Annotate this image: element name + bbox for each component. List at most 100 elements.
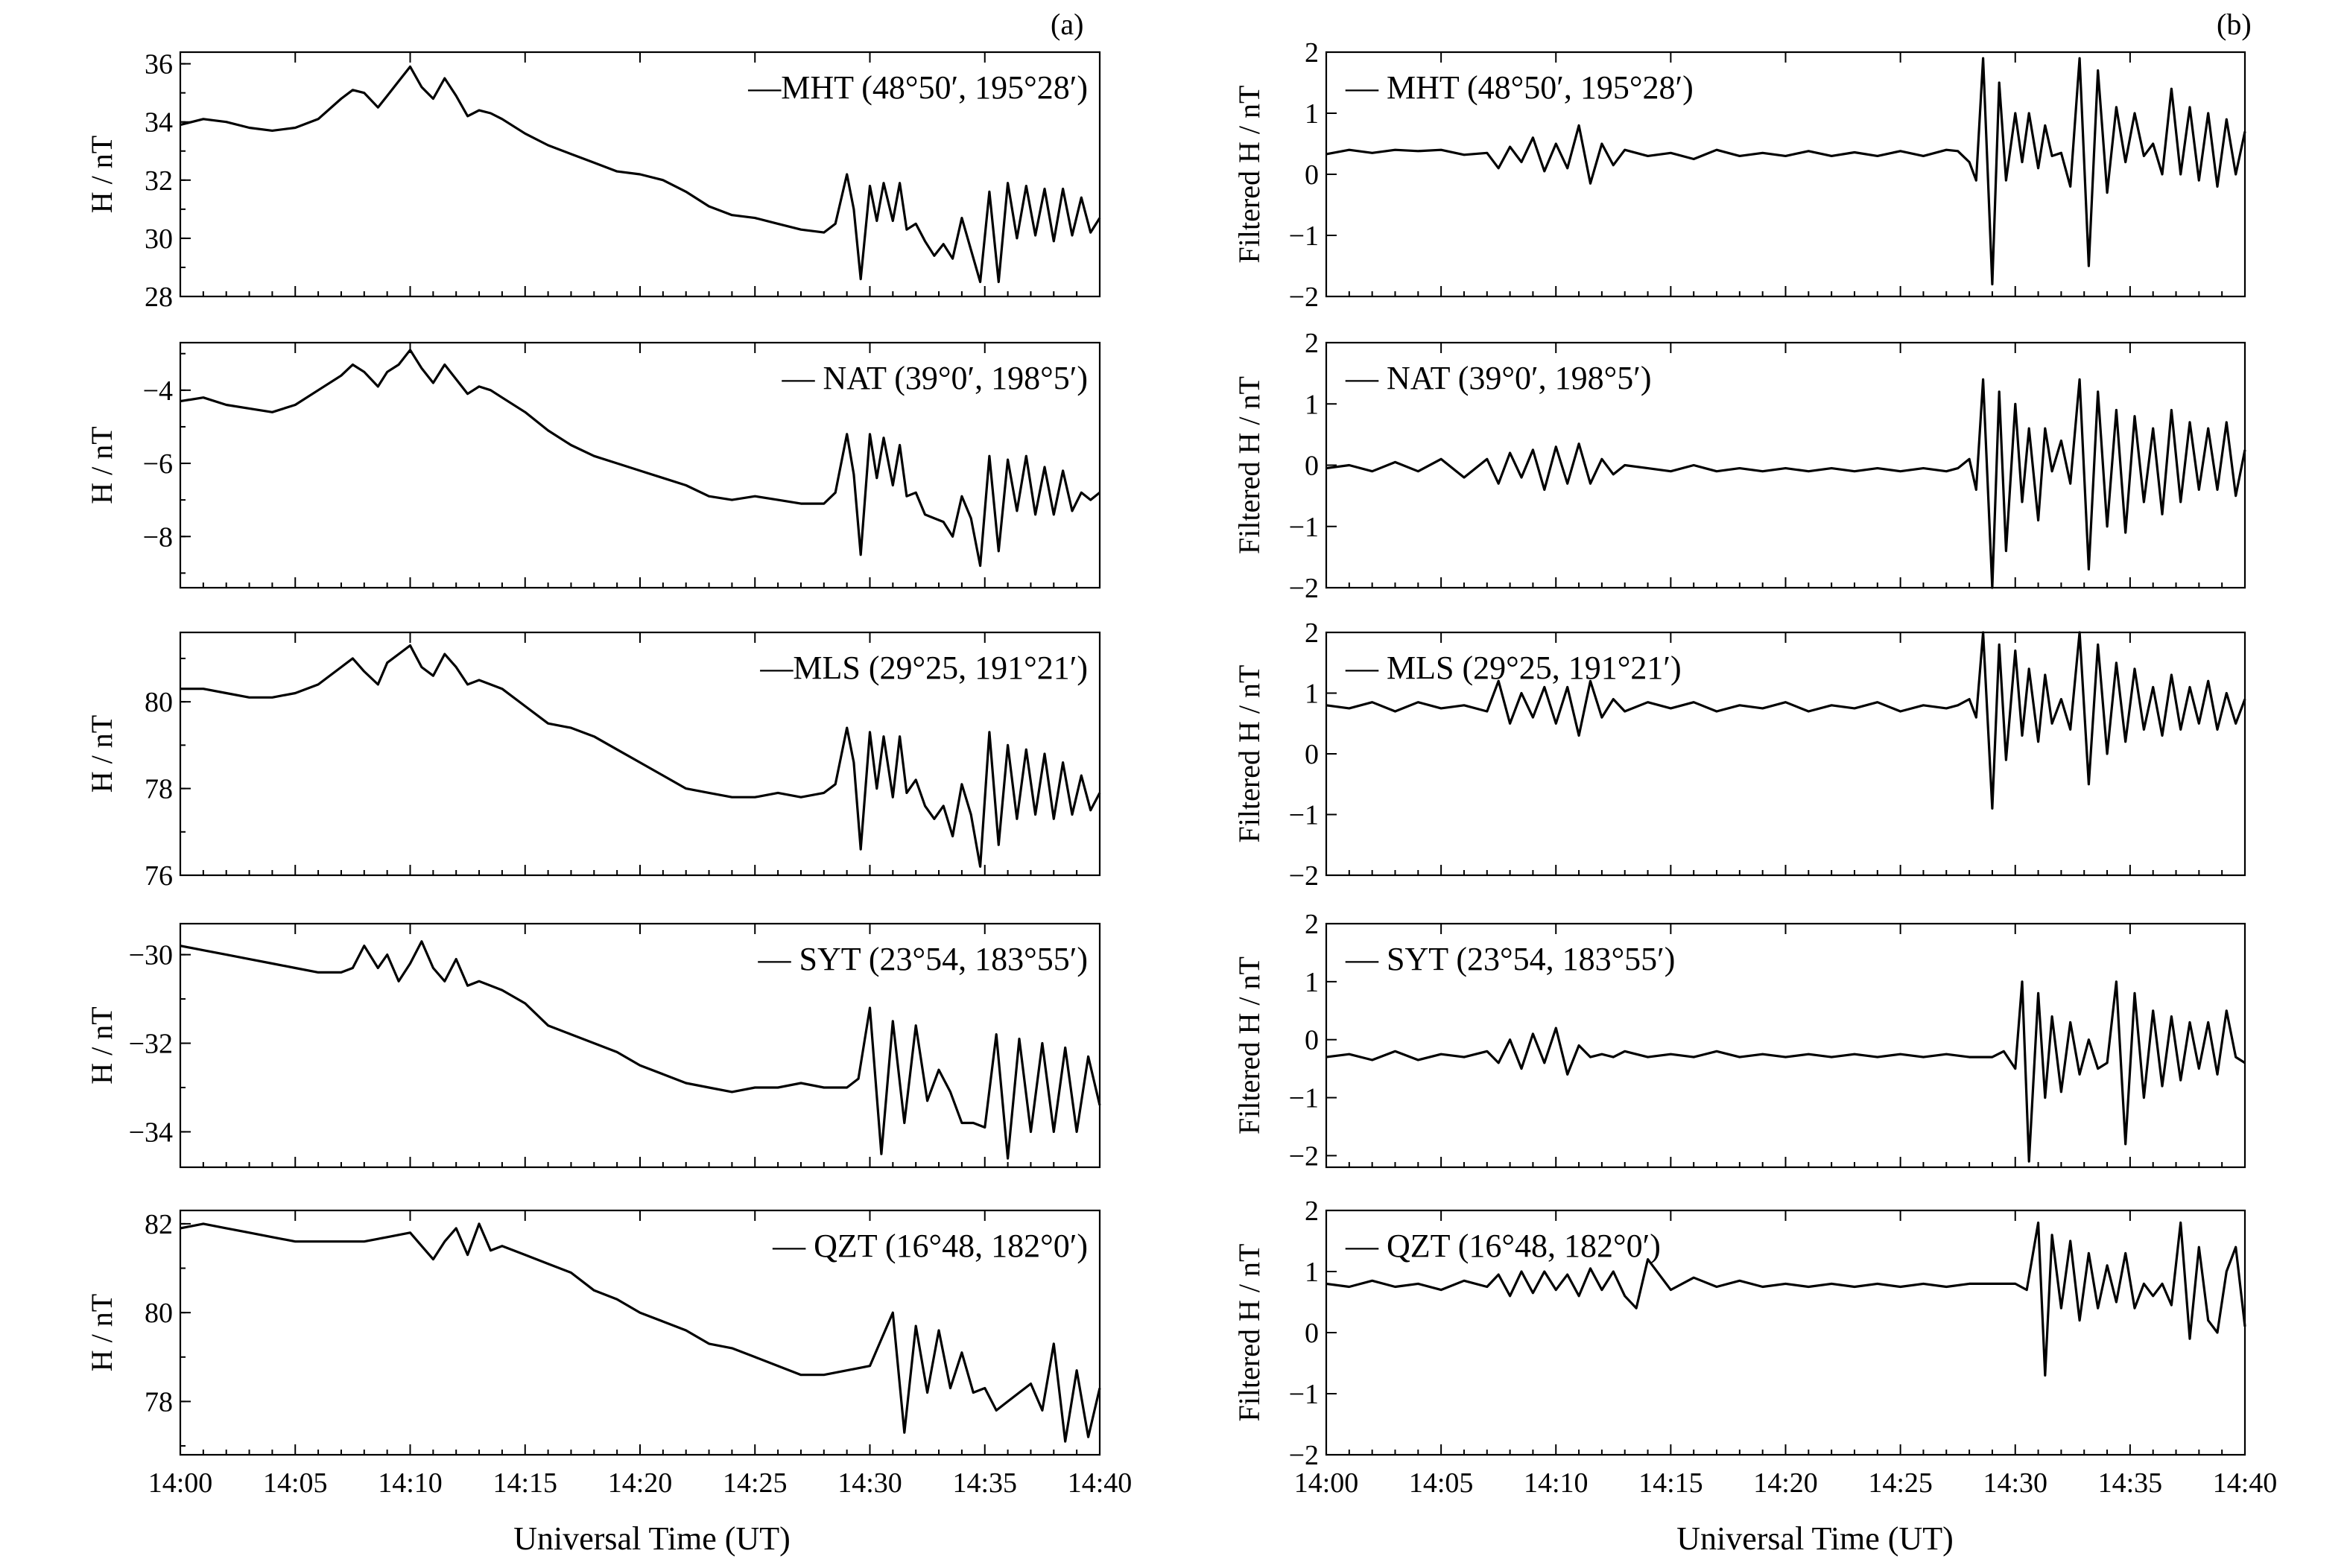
y-tick-label: 80: [145, 1298, 173, 1329]
y-tick-label: −8: [143, 521, 173, 553]
y-tick-label: 32: [145, 165, 173, 197]
series-line: [180, 65, 1101, 284]
y-tick-label: 0: [1305, 739, 1319, 770]
chart-panel-left-3: −34 −32 −30 H / nT — SYT (23°54, 183°55′): [85, 922, 1101, 1169]
y-tick-label: 1: [1305, 389, 1319, 420]
y-axis-label: Filtered H / nT: [1232, 86, 1266, 264]
y-tick-label: 2: [1305, 618, 1319, 649]
y-tick-label: 36: [145, 49, 173, 80]
y-tick-label: −2: [1289, 860, 1319, 892]
y-tick-label: −2: [1289, 573, 1319, 604]
y-tick-label: −2: [1289, 282, 1319, 313]
y-tick-label: 1: [1305, 967, 1319, 998]
chart-panel-right-1: −2 −1 0 1 2 Filtered H / nT — NAT (39°0′, 198°…: [1232, 328, 2246, 604]
y-axis-label: Filtered H / nT: [1232, 376, 1266, 554]
x-tick-label: 14:00: [1294, 1467, 1359, 1499]
y-tick-label: −1: [1289, 1379, 1319, 1410]
y-tick-label: 28: [145, 282, 173, 313]
legend-entry: — MLS (29°25, 191°21′): [1345, 650, 1682, 686]
series-line: [1325, 57, 2246, 286]
y-tick-label: −1: [1289, 800, 1319, 831]
legend-entry: — NAT (39°0′, 198°5′): [781, 360, 1088, 396]
y-tick-label: 34: [145, 107, 173, 139]
y-tick-label: −1: [1289, 512, 1319, 543]
y-tick-label: 78: [145, 774, 173, 805]
legend-entry: — MHT (48°50′, 195°28′): [1345, 69, 1694, 106]
y-axis-label: H / nT: [85, 1006, 118, 1084]
series-line: [1325, 980, 2246, 1163]
y-tick-label: 78: [145, 1386, 173, 1418]
series-line: [180, 940, 1101, 1160]
chart-panel-left-0: 28 30 32 34 36 H / nT —MHT (48°50′, 195°28′): [85, 49, 1101, 313]
y-tick-label: −4: [143, 375, 173, 407]
y-tick-label: 0: [1305, 451, 1319, 482]
y-tick-label: 0: [1305, 1025, 1319, 1056]
y-tick-label: 1: [1305, 98, 1319, 130]
legend-entry: — SYT (23°54, 183°55′): [758, 941, 1088, 977]
y-tick-label: 1: [1305, 679, 1319, 710]
chart-panel-left-4: 14:00 14:05 14:10 14:15 14:20 14:25 14:30 14:35…: [85, 1209, 1132, 1499]
y-tick-label: 80: [145, 687, 173, 718]
y-tick-label: 82: [145, 1209, 173, 1240]
x-tick-label: 14:20: [1753, 1467, 1818, 1499]
y-axis-label: H / nT: [85, 426, 118, 504]
y-axis-label: Filtered H / nT: [1232, 956, 1266, 1134]
y-tick-label: −6: [143, 448, 173, 480]
x-tick-label: 14:15: [1638, 1467, 1703, 1499]
y-tick-label: −34: [129, 1117, 173, 1148]
panel-tag-a: (a): [1051, 7, 1083, 41]
y-axis-label: Filtered H / nT: [1232, 1244, 1266, 1422]
y-tick-label: −2: [1289, 1140, 1319, 1172]
x-tick-label: 14:25: [1868, 1467, 1933, 1499]
legend-entry: — NAT (39°0′, 198°5′): [1345, 360, 1652, 396]
x-tick-label: 14:05: [263, 1467, 328, 1499]
legend-entry: — QZT (16°48, 182°0′): [1345, 1228, 1661, 1264]
series-line: [1325, 1221, 2246, 1377]
y-tick-label: −32: [129, 1029, 173, 1060]
x-tick-label: 14:30: [837, 1467, 902, 1499]
series-line: [1325, 631, 2246, 810]
series-line: [1325, 378, 2246, 589]
y-tick-label: 1: [1305, 1257, 1319, 1288]
x-tick-label: 14:20: [608, 1467, 673, 1499]
y-axis-label: H / nT: [85, 715, 118, 793]
y-tick-label: −1: [1289, 1083, 1319, 1114]
series-line: [180, 1222, 1101, 1443]
y-tick-label: 0: [1305, 159, 1319, 191]
chart-panel-left-2: 76 78 80 H / nT —MLS (29°25, 191°21′): [85, 631, 1101, 892]
chart-panel-right-0: −2 −1 0 1 2 Filtered H / nT — MHT (48°50′, 195…: [1232, 37, 2246, 313]
x-tick-label: 14:05: [1409, 1467, 1474, 1499]
legend-entry: — QZT (16°48, 182°0′): [772, 1228, 1088, 1264]
y-tick-label: 2: [1305, 37, 1319, 69]
x-axis-label-left: Universal Time (UT): [513, 1520, 791, 1557]
x-axis-label-right: Universal Time (UT): [1676, 1520, 1954, 1557]
y-tick-label: 2: [1305, 328, 1319, 359]
series-line: [180, 644, 1101, 868]
x-tick-label: 14:25: [723, 1467, 788, 1499]
x-tick-label: 14:35: [952, 1467, 1017, 1499]
panel-tag-b: (b): [2217, 7, 2252, 41]
x-tick-label: 14:40: [2213, 1467, 2278, 1499]
y-tick-label: 30: [145, 223, 173, 255]
x-tick-label: 14:10: [378, 1467, 443, 1499]
y-tick-label: 76: [145, 860, 173, 892]
y-axis-label: Filtered H / nT: [1232, 665, 1266, 843]
legend-entry: —MHT (48°50′, 195°28′): [747, 69, 1088, 106]
y-tick-label: −1: [1289, 220, 1319, 252]
x-tick-label: 14:15: [492, 1467, 557, 1499]
y-tick-label: 0: [1305, 1318, 1319, 1349]
y-tick-label: −30: [129, 940, 173, 971]
x-tick-label: 14:40: [1068, 1467, 1133, 1499]
chart-panel-right-3: −2 −1 0 1 2 Filtered H / nT — SYT (23°54, 183°…: [1232, 909, 2246, 1172]
y-tick-label: −2: [1289, 1440, 1319, 1471]
panels-group: 28 30 32 34 36 H / nT —MHT (48°50′, 195°28′) −8…: [85, 37, 2277, 1499]
chart-panel-left-1: −8 −6 −4 H / nT — NAT (39°0′, 198°5′): [85, 341, 1101, 589]
legend-entry: —MLS (29°25, 191°21′): [759, 650, 1088, 686]
y-axis-label: H / nT: [85, 1294, 118, 1371]
x-tick-label: 14:35: [2098, 1467, 2163, 1499]
x-tick-label: 14:00: [148, 1467, 213, 1499]
y-tick-label: 2: [1305, 1196, 1319, 1227]
legend-entry: — SYT (23°54, 183°55′): [1345, 941, 1675, 977]
chart-panel-right-4: 14:00 14:05 14:10 14:15 14:20 14:25 14:30 14:35…: [1232, 1196, 2277, 1499]
